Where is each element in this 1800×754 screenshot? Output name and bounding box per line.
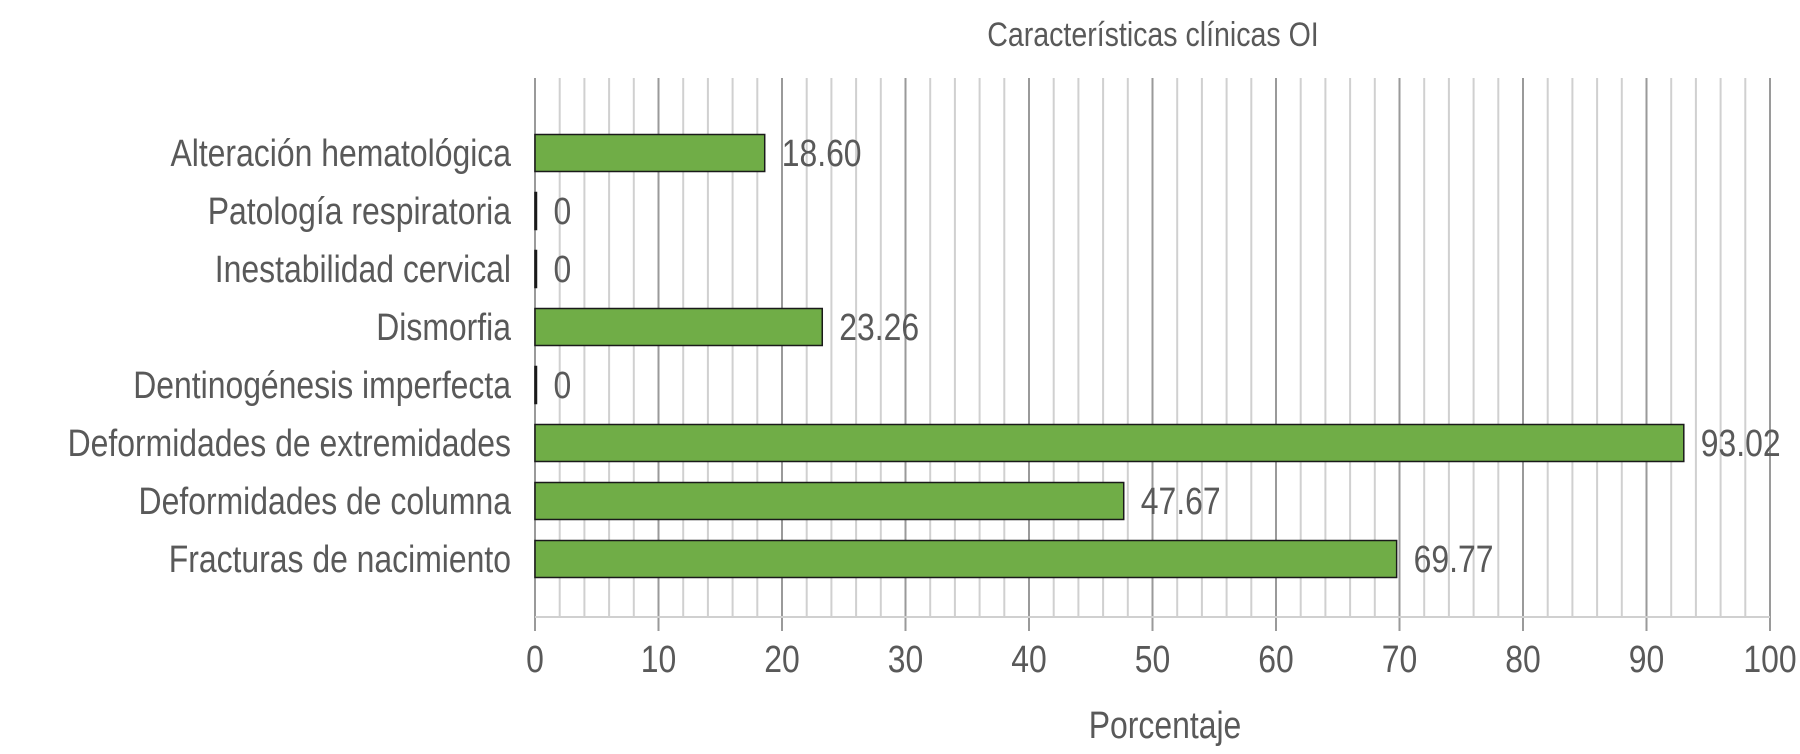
data-label: 0 — [554, 190, 572, 232]
category-label: Dismorfia — [376, 306, 511, 348]
x-tick-label: 90 — [1629, 638, 1665, 680]
bars — [534, 133, 1685, 579]
x-tick-label: 40 — [1011, 638, 1047, 680]
chart-title: Características clínicas OI — [987, 16, 1318, 54]
data-label: 47.67 — [1141, 480, 1221, 522]
labels: 0 10 20 30 40 50 60 70 80 90 100 Alteración hematol… — [68, 16, 1797, 747]
x-axis-title: Porcentaje — [1089, 704, 1242, 746]
bar — [534, 423, 1685, 463]
category-label: Fracturas de nacimiento — [169, 538, 511, 580]
data-label: 69.77 — [1414, 538, 1494, 580]
category-label: Deformidades de extremidades — [68, 422, 511, 464]
x-tick-label: 0 — [526, 638, 544, 680]
x-tick-label: 70 — [1382, 638, 1418, 680]
bar — [534, 133, 766, 173]
category-label: Dentinogénesis imperfecta — [133, 364, 511, 406]
category-label: Inestabilidad cervical — [215, 248, 511, 290]
x-tick-label: 10 — [641, 638, 677, 680]
x-tick-label: 30 — [888, 638, 924, 680]
bar — [534, 191, 538, 231]
bar — [534, 365, 538, 405]
data-label: 0 — [554, 248, 572, 290]
bar — [534, 307, 824, 347]
x-tick-label: 50 — [1135, 638, 1171, 680]
x-tick-label: 60 — [1258, 638, 1294, 680]
bar — [534, 249, 538, 289]
category-label: Deformidades de columna — [139, 480, 512, 522]
bar — [534, 481, 1125, 521]
data-label: 18.60 — [782, 132, 862, 174]
data-label: 93.02 — [1701, 422, 1781, 464]
data-label: 23.26 — [839, 306, 919, 348]
category-label: Patología respiratoria — [208, 190, 512, 232]
x-tick-label: 80 — [1505, 638, 1541, 680]
category-label: Alteración hematológica — [170, 132, 511, 174]
bar — [534, 539, 1398, 579]
x-tick-label: 100 — [1743, 638, 1796, 680]
x-tick-label: 20 — [764, 638, 800, 680]
data-label: 0 — [554, 364, 572, 406]
